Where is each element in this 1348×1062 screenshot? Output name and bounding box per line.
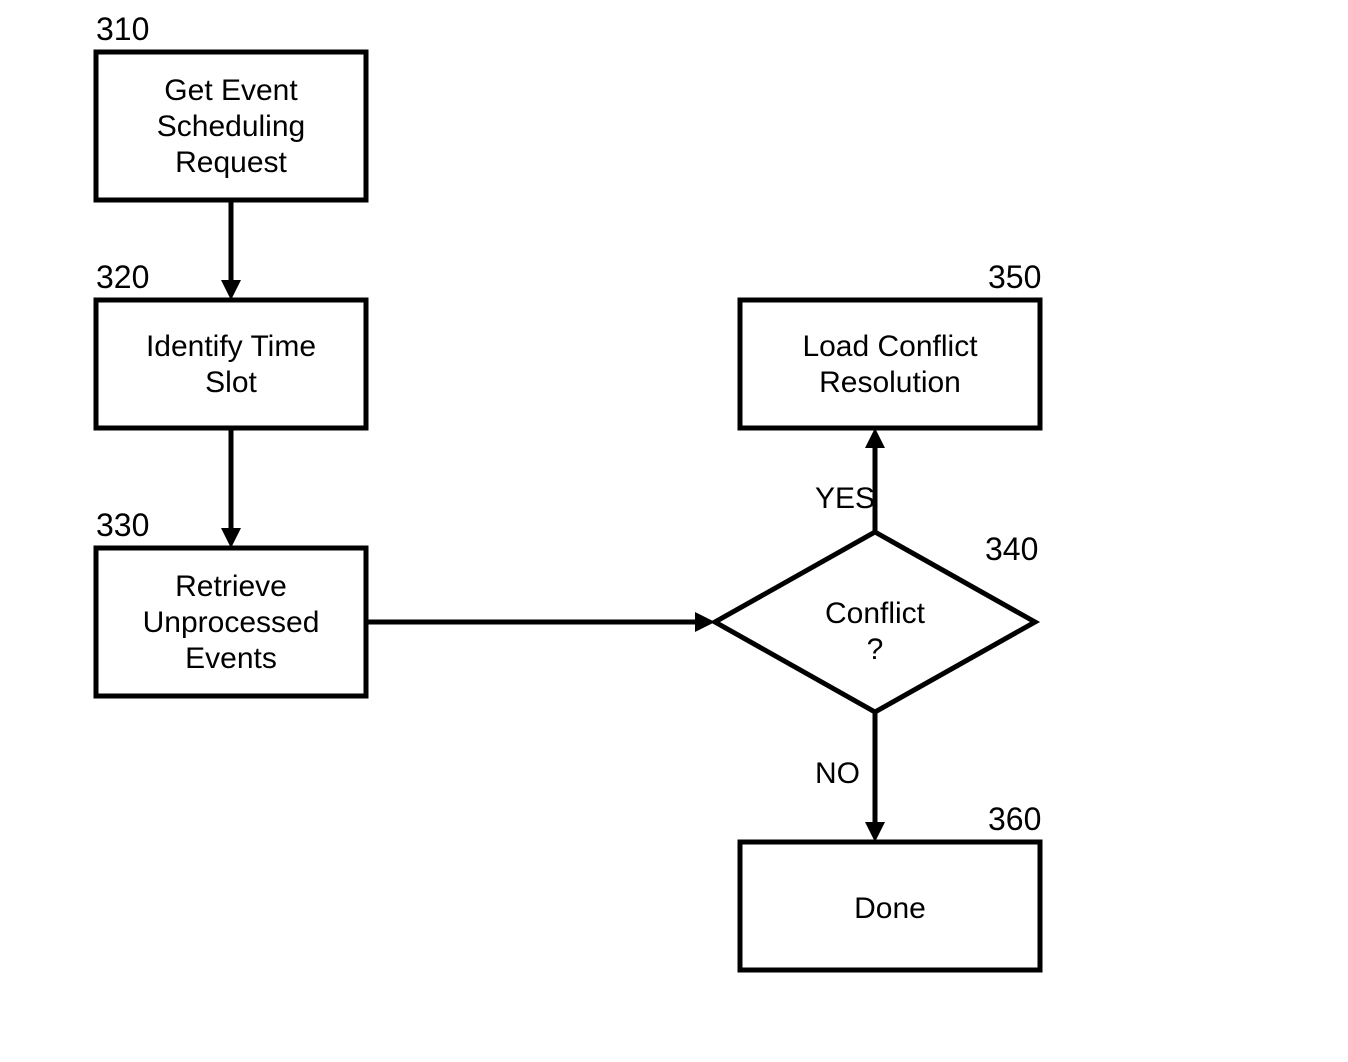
node-text-n350-0: Load Conflict [802, 330, 978, 363]
node-ref-label-n330: 330 [96, 507, 149, 543]
node-rect-n350 [740, 300, 1040, 428]
node-text-n310-2: Request [175, 146, 287, 179]
edge-label-n340-n360: NO [815, 757, 860, 790]
node-text-n340-1: ? [867, 633, 884, 666]
node-ref-label-n320: 320 [96, 259, 149, 295]
node-ref-label-n360: 360 [988, 801, 1041, 837]
node-ref-label-n310: 310 [96, 11, 149, 47]
node-text-n330-1: Unprocessed [143, 606, 320, 639]
node-text-n310-1: Scheduling [157, 110, 305, 143]
node-text-n310-0: Get Event [164, 74, 298, 107]
node-text-n340-0: Conflict [825, 597, 926, 630]
node-text-n320-0: Identify Time [146, 330, 316, 363]
node-text-n360-0: Done [854, 892, 926, 925]
node-ref-label-n350: 350 [988, 259, 1041, 295]
node-text-n350-1: Resolution [819, 366, 961, 399]
node-text-n330-2: Events [185, 642, 277, 675]
node-ref-label-n340: 340 [985, 531, 1038, 567]
node-text-n330-0: Retrieve [175, 570, 287, 603]
edge-label-n340-n350: YES [815, 482, 875, 515]
node-text-n320-1: Slot [205, 366, 257, 399]
node-rect-n320 [96, 300, 366, 428]
flowchart: Get EventSchedulingRequest 310 Identify Ti… [0, 0, 1348, 1062]
